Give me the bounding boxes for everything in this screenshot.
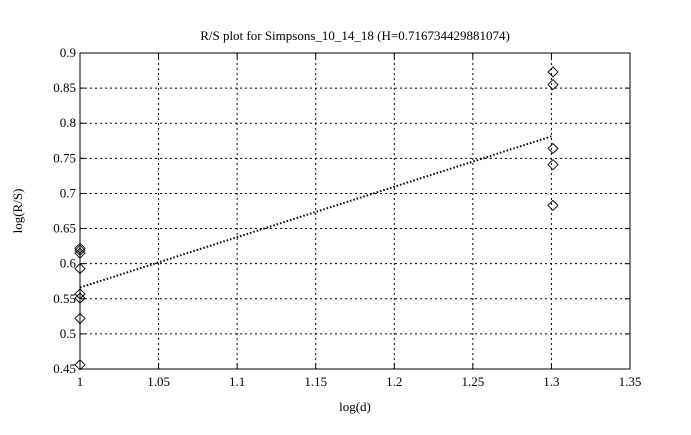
chart-title: R/S plot for Simpsons_10_14_18 (H=0.7167… (200, 28, 510, 43)
y-tick-label: 0.65 (53, 221, 76, 236)
data-point (547, 66, 559, 78)
data-point (74, 359, 86, 371)
x-tick-label: 1 (77, 374, 84, 389)
y-tick-label: 0.8 (60, 115, 76, 130)
y-tick-label: 0.85 (53, 80, 76, 95)
x-tick-label: 1.15 (304, 374, 327, 389)
x-tick-label: 1.25 (461, 374, 484, 389)
y-tick-label: 0.6 (60, 256, 77, 271)
y-tick-label: 0.75 (53, 150, 76, 165)
data-point (547, 199, 559, 212)
y-axis-label: log(R/S) (10, 189, 25, 234)
y-tick-label: 0.7 (60, 185, 77, 200)
x-tick-label: 1.35 (619, 374, 642, 389)
y-tick-label: 0.45 (53, 361, 76, 376)
x-tick-label: 1.3 (543, 374, 559, 389)
fit-line (79, 134, 554, 289)
x-tick-label: 1.2 (386, 374, 402, 389)
x-axis-label: log(d) (339, 399, 371, 414)
x-tick-label: 1.1 (229, 374, 245, 389)
x-tick-label: 1.05 (147, 374, 170, 389)
y-tick-label: 0.9 (60, 45, 76, 60)
data-point (547, 159, 559, 171)
y-tick-label: 0.55 (53, 291, 76, 306)
data-point (547, 142, 559, 155)
data-point (547, 78, 559, 91)
y-tick-label: 0.5 (60, 326, 76, 341)
plot-frame (79, 52, 631, 370)
